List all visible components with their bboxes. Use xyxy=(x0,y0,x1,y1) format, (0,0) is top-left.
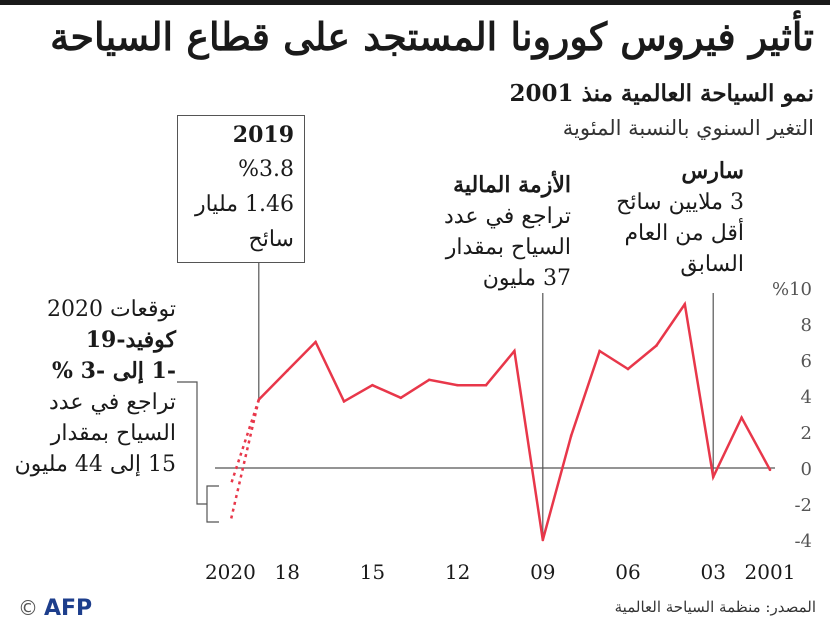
callout-forecast-line5: السياح بمقدار xyxy=(50,421,176,446)
y-tick-label: -4 xyxy=(794,531,812,552)
x-tick-label: 06 xyxy=(615,560,640,584)
data-point xyxy=(456,383,459,387)
x-tick-label: 09 xyxy=(530,560,555,584)
data-point xyxy=(655,344,658,347)
callout-crisis-title: الأزمة المالية xyxy=(453,172,571,198)
data-point xyxy=(513,349,516,353)
forecast-bracket xyxy=(206,485,219,523)
data-point xyxy=(598,349,601,353)
callout-2019-count: 1.46 مليار xyxy=(194,192,294,217)
data-point xyxy=(626,367,630,371)
data-point xyxy=(285,369,289,373)
x-tick-label: 2001 xyxy=(745,560,796,584)
callout-crisis-line2: السياح بمقدار xyxy=(445,235,571,260)
top-rule xyxy=(0,0,830,5)
y-tick-label: 8 xyxy=(801,315,812,336)
y-tick-label: -2 xyxy=(794,495,812,516)
page-title: تأثير فيروس كورونا المستجد على قطاع السي… xyxy=(50,14,814,59)
callout-forecast-line6: 15 إلى 44 مليون xyxy=(14,452,176,477)
callout-forecast-line3: -1 إلى -3 % xyxy=(52,358,176,384)
y-tick-label: 4 xyxy=(801,387,812,408)
callout-crisis-line3: 37 مليون xyxy=(482,266,571,291)
data-point xyxy=(541,538,545,542)
chart-subtitle: نمو السياحة العالمية منذ 2001 xyxy=(509,80,814,107)
afp-credit: AFP xyxy=(44,596,93,621)
data-point xyxy=(427,378,431,382)
callout-forecast-line2: كوفيد-19 xyxy=(85,327,176,353)
data-point xyxy=(342,400,346,403)
callout-sars-line2: أقل من العام xyxy=(624,221,744,246)
callout-crisis-line1: تراجع في عدد xyxy=(444,204,571,229)
x-tick-label: 18 xyxy=(274,560,299,584)
data-point xyxy=(711,475,715,479)
data-point xyxy=(399,396,403,400)
data-point xyxy=(569,434,573,437)
data-point xyxy=(683,302,687,306)
y-tick-label: 2 xyxy=(801,423,812,444)
callout-forecast-2020: توقعات 2020 كوفيد-19 -1 إلى -3 % تراجع ف… xyxy=(15,294,176,480)
series-line-actual xyxy=(257,300,772,541)
x-tick-label: 03 xyxy=(700,560,725,584)
y-tick-label: 0 xyxy=(801,459,812,480)
x-tick-label: 2020 xyxy=(205,560,256,584)
y-tick-label: %10 xyxy=(772,279,812,300)
forecast-line-low xyxy=(229,399,261,523)
callout-forecast-line4: تراجع في عدد xyxy=(49,390,176,415)
callout-sars-line1: 3 ملايين سائح xyxy=(616,190,744,215)
x-tick-label: 12 xyxy=(445,560,470,584)
callout-sars-title: سارس xyxy=(681,158,744,184)
forecast-line-high xyxy=(229,399,260,487)
callout-financial-crisis: الأزمة المالية تراجع في عدد السياح بمقدا… xyxy=(444,170,571,294)
data-point xyxy=(484,383,488,387)
callout-sars: سارس 3 ملايين سائح أقل من العام السابق xyxy=(616,156,744,280)
callout-sars-line3: السابق xyxy=(680,252,744,277)
callout-forecast-line1: توقعات 2020 xyxy=(46,297,176,322)
copyright-symbol: © xyxy=(18,596,38,620)
data-point xyxy=(257,398,261,401)
callout-2019-unit: سائح xyxy=(248,227,294,252)
y-tick-label: 6 xyxy=(801,351,812,372)
data-point xyxy=(768,468,772,472)
unit-note: التغير السنوي بالنسبة المئوية xyxy=(562,116,814,140)
data-point xyxy=(371,383,374,387)
callout-2019: 2019 %3.8 1.46 مليار سائح xyxy=(177,115,305,263)
afp-logo: © AFP xyxy=(18,596,92,621)
callout-2019-year: 2019 xyxy=(232,122,294,148)
data-point xyxy=(740,416,743,419)
x-tick-label: 15 xyxy=(360,560,385,584)
callout-2019-pct: %3.8 xyxy=(238,157,294,182)
source-note: المصدر: منظمة السياحة العالمية xyxy=(614,598,816,616)
data-point xyxy=(314,340,317,344)
forecast-leader xyxy=(177,381,207,505)
